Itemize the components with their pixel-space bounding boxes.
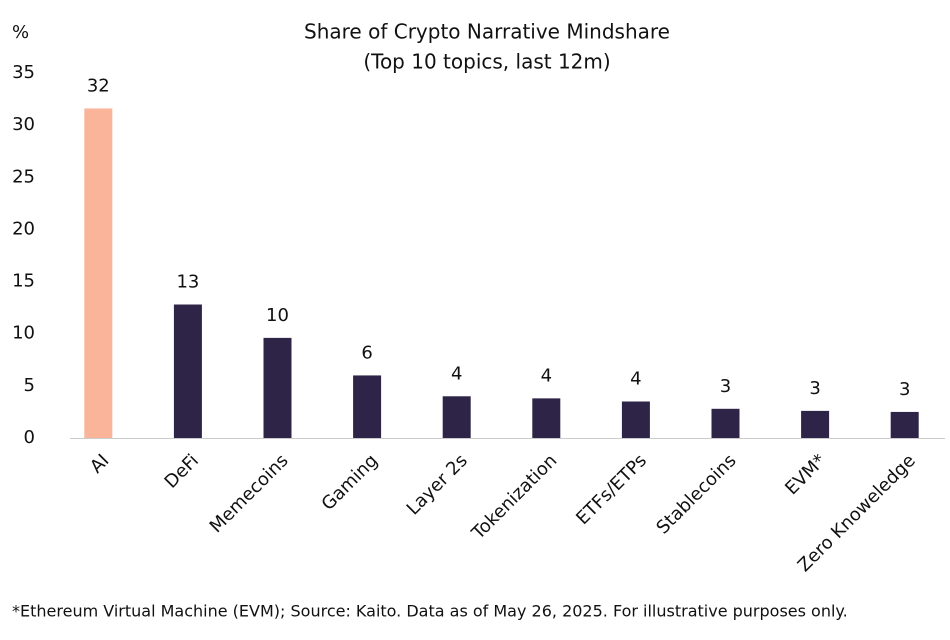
x-tick-label: Tokenization [467,450,561,544]
bar [532,398,561,438]
value-label: 4 [451,363,462,384]
bar [84,108,113,438]
footnote: *Ethereum Virtual Machine (EVM); Source:… [12,602,848,621]
x-tick-label: EVM* [781,450,830,499]
bar [890,411,919,438]
x-tick-label: Stablecoins [652,450,740,538]
y-tick-label: 15 [12,271,35,292]
x-tick-label: ETFs/ETPs [572,450,651,529]
x-tick-label: Layer 2s [403,450,472,519]
y-tick-label: 20 [12,218,35,239]
y-tick-label: 30 [12,114,35,135]
y-tick-label: 25 [12,166,35,187]
value-label: 10 [266,305,289,326]
x-tick-label: Memecoins [206,450,293,537]
x-tick-label: DeFi [161,450,203,492]
value-label: 4 [541,365,552,386]
y-axis-label: % [12,22,29,43]
y-tick-label: 10 [12,323,35,344]
bar [173,304,202,438]
x-tick-label: Gaming [318,450,383,515]
chart-subtitle: (Top 10 topics, last 12m) [363,50,610,74]
bar [442,396,471,438]
bar [263,337,292,438]
value-label: 3 [720,376,731,397]
chart-title: Share of Crypto Narrative Mindshare [304,20,670,44]
bar [711,408,740,438]
bar [801,410,830,438]
x-tick-label: AI [86,450,113,477]
bar [353,375,382,438]
y-tick-label: 35 [12,62,35,83]
value-label: 32 [87,75,110,96]
y-tick-label: 5 [24,375,35,396]
value-label: 13 [176,272,199,293]
value-label: 6 [361,342,372,363]
y-tick-label: 0 [24,427,35,448]
value-label: 3 [899,379,910,400]
value-label: 4 [630,369,641,390]
value-label: 3 [809,378,820,399]
bar [621,401,650,438]
